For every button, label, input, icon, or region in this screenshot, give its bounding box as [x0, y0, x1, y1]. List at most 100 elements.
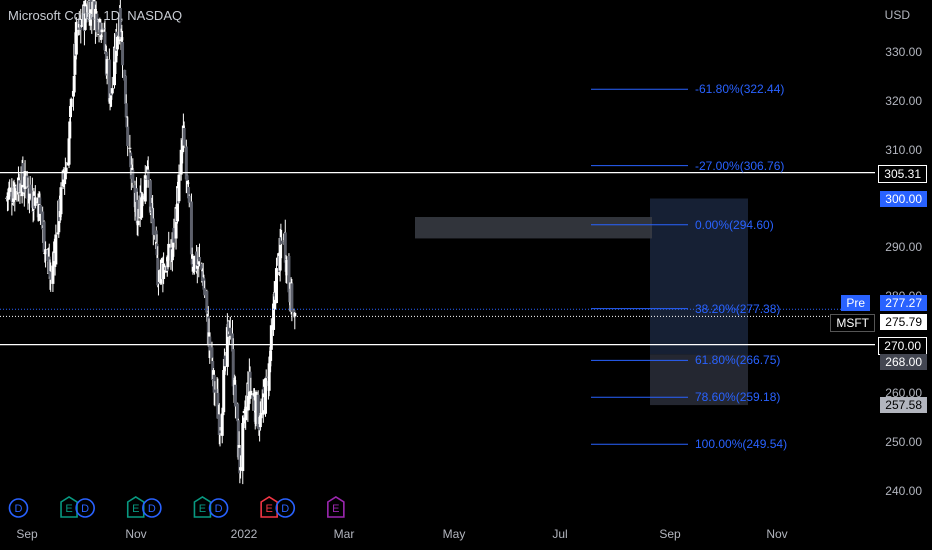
candle-body [208, 336, 212, 351]
svg-text:E: E [332, 503, 339, 515]
candle-body [103, 31, 107, 51]
fib-level-label: -61.80%(322.44) [695, 82, 785, 97]
candle-body [13, 184, 17, 201]
candle-body [269, 325, 273, 350]
premarket-tag: Pre [841, 295, 870, 312]
candle-body [264, 376, 268, 378]
level-label-257: 257.58 [880, 397, 927, 414]
x-tick-label: Nov [766, 527, 788, 541]
candle-body [218, 430, 222, 434]
candle-body [197, 259, 201, 265]
candle-body [22, 189, 26, 193]
dividend-marker-icon[interactable]: D [8, 498, 29, 518]
symbol-tag: MSFT [830, 314, 875, 333]
candle-body [249, 390, 253, 396]
candle-body [59, 187, 63, 215]
candle-body [189, 201, 193, 255]
candle-body [136, 220, 140, 226]
candle-body [166, 255, 170, 268]
candle-body [274, 268, 278, 304]
svg-text:E: E [265, 503, 272, 515]
candle-body [241, 415, 245, 424]
candle-body [99, 35, 103, 37]
candle-body [202, 278, 206, 290]
candle-body [236, 403, 240, 422]
earnings-marker-icon[interactable]: E [327, 496, 345, 518]
candle-body [128, 147, 132, 149]
position-stop-zone[interactable] [650, 354, 748, 406]
candle-body [187, 195, 191, 203]
earnings-marker-icon[interactable]: E [126, 496, 145, 518]
candle-body [123, 70, 127, 81]
candle-body [119, 32, 123, 40]
candle-body [79, 25, 83, 27]
candle-body [73, 43, 77, 75]
fib-level-label: 0.00%(294.60) [695, 217, 774, 232]
candle-body [41, 211, 45, 230]
candle-body [51, 265, 55, 284]
candle-body [69, 98, 73, 107]
x-tick-label: Sep [16, 527, 38, 541]
candle-body [108, 98, 112, 104]
candle-body [125, 117, 129, 128]
candle-body [258, 415, 262, 428]
candle-body [268, 357, 272, 367]
candle-body [213, 389, 217, 393]
candle-body [252, 396, 256, 398]
level-label-305: 305.31 [878, 164, 927, 183]
candle-body [212, 374, 216, 393]
dividend-marker-icon[interactable]: D [142, 498, 162, 518]
candle-body [259, 412, 263, 419]
candle-body [267, 363, 271, 391]
y-tick-label: 320.00 [885, 94, 922, 109]
level-label-300: 300.00 [880, 190, 927, 207]
candle-body [18, 193, 22, 195]
candle-body [148, 180, 152, 214]
svg-text:D: D [215, 503, 223, 515]
candle-body [287, 255, 291, 293]
candle-body [211, 370, 215, 380]
candle-body [8, 187, 12, 193]
candle-body [135, 199, 139, 224]
candle-body [69, 106, 73, 118]
candle-body [159, 269, 163, 284]
candle-body [290, 283, 294, 312]
candle-body [118, 7, 122, 37]
candle-body [63, 170, 67, 180]
fib-level-label: 78.60%(259.18) [695, 390, 781, 405]
svg-text:E: E [199, 503, 206, 515]
candle-body [160, 261, 164, 265]
candle-body [220, 413, 224, 436]
candle-body [145, 166, 149, 173]
candle-body [21, 163, 25, 185]
dividend-marker-icon[interactable]: D [75, 498, 95, 518]
earnings-marker-icon[interactable]: E [60, 496, 78, 518]
candle-body [141, 197, 145, 199]
candle-body [105, 59, 109, 74]
candle-body [206, 316, 210, 346]
candle-body [38, 204, 42, 214]
candle-body [84, 6, 88, 13]
earnings-marker-icon[interactable]: E [193, 496, 212, 518]
resistance-zone[interactable] [415, 217, 652, 239]
x-tick-label: Sep [659, 527, 681, 541]
earnings-marker-icon[interactable]: E [260, 496, 278, 518]
candle-body [176, 186, 180, 222]
candle-body [190, 258, 194, 265]
candle-body [200, 271, 204, 281]
candle-body [248, 371, 252, 392]
dividend-marker-icon[interactable]: D [208, 498, 229, 518]
candle-body [185, 175, 189, 181]
last-price: 275.79 [880, 314, 927, 331]
candle-body [120, 37, 124, 41]
candle-body [201, 277, 205, 279]
candle-body [162, 263, 166, 279]
candle-body [225, 327, 229, 367]
candle-body [44, 249, 48, 255]
candle-body [174, 207, 178, 239]
fib-level-label: -27.00%(306.76) [695, 158, 785, 173]
candle-body [186, 182, 190, 184]
dividend-marker-icon[interactable]: D [275, 498, 296, 518]
fib-level-label: 38.20%(277.38) [695, 301, 781, 316]
